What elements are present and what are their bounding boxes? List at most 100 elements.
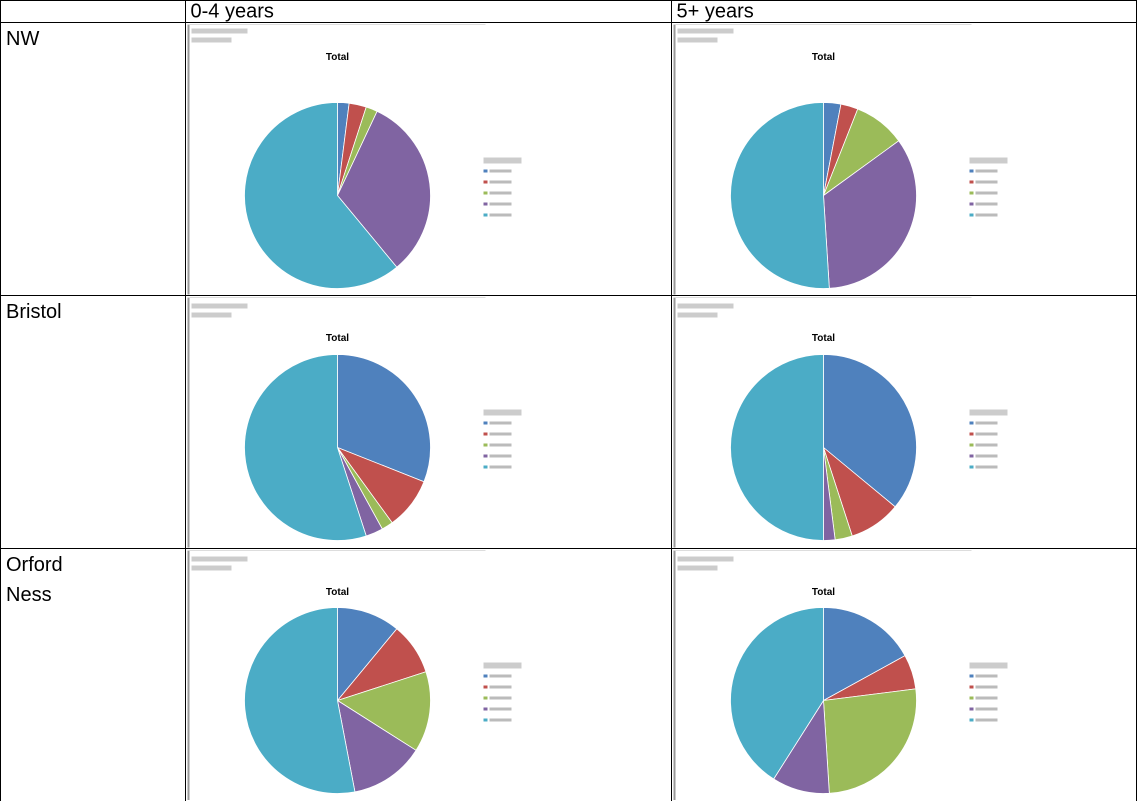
legend-header [483,662,522,669]
pie-title: Total [326,52,349,63]
legend-text [975,674,998,678]
filter-button [191,37,232,43]
filter-button [677,312,718,318]
pie-chart: Total [673,24,1008,295]
pie-slice [730,102,830,289]
pie-slice [336,671,431,751]
legend-header [483,157,522,164]
row-label: Bristol [6,301,62,323]
legend-text [489,191,512,195]
column-header: 0-4 years [191,0,274,22]
legend-text [975,202,998,206]
pie-title: Total [812,333,835,344]
legend-swatch [483,202,488,206]
legend-swatch [969,718,974,722]
legend-text [489,454,512,458]
legend-text [975,707,998,711]
legend-text [975,685,998,689]
legend-swatch [483,432,488,436]
filter-button [677,37,718,43]
legend-swatch [969,202,974,206]
legend-text [489,202,512,206]
pie-chart: Total [673,297,1008,548]
legend-swatch [969,707,974,711]
legend-text [489,213,512,217]
pie-slice [823,607,906,702]
row-label: Orford [6,554,63,576]
legend-text [975,432,998,436]
row-label: Ness [6,584,52,606]
legend-swatch [969,465,974,469]
legend-swatch [483,674,488,678]
pie-chart: Total [673,550,1008,800]
legend-header [483,409,522,416]
legend-text [975,718,998,722]
pie-slice [823,688,917,794]
legend-text [489,180,512,184]
pie-slice [730,354,824,541]
legend-swatch [969,685,974,689]
legend-text [489,696,512,700]
filter-button [191,556,248,562]
pie-slice [336,699,417,793]
legend-text [975,169,998,173]
legend-swatch [483,421,488,425]
legend-text [975,421,998,425]
legend-text [489,718,512,722]
legend-swatch [969,674,974,678]
filter-button [191,312,232,318]
legend-text [975,696,998,700]
legend-swatch [483,707,488,711]
filter-button [677,28,734,34]
legend-swatch [969,454,974,458]
pie-title: Total [326,333,349,344]
legend-text [489,707,512,711]
pie-slice [244,354,367,541]
legend-swatch [483,213,488,217]
legend-swatch [969,432,974,436]
legend-swatch [483,191,488,195]
legend-text [489,432,512,436]
pie-title: Total [812,587,835,598]
legend-swatch [483,696,488,700]
legend-text [975,213,998,217]
row-label: NW [6,28,39,50]
pie-chart: Total [187,550,522,800]
legend-text [975,454,998,458]
filter-button [677,556,734,562]
column-header: 5+ years [677,0,754,22]
legend-swatch [969,169,974,173]
filter-button [191,303,248,309]
pie-slice [337,354,431,483]
legend-swatch [483,685,488,689]
legend-swatch [969,421,974,425]
legend-swatch [969,696,974,700]
pie-title: Total [326,587,349,598]
legend-text [489,674,512,678]
legend-text [975,465,998,469]
pie-slice [823,140,917,289]
pie-chart: Total [187,24,522,295]
pie-slice [730,607,824,780]
legend-header [969,409,1008,416]
legend-swatch [483,454,488,458]
pie-chart: Total [187,297,522,548]
filter-button [677,565,718,571]
legend-text [975,180,998,184]
pie-title: Total [812,52,835,63]
legend-swatch [969,191,974,195]
legend-text [489,443,512,447]
legend-text [489,685,512,689]
legend-swatch [483,443,488,447]
legend-swatch [483,718,488,722]
legend-header [969,662,1008,669]
legend-text [975,191,998,195]
filter-button [191,28,248,34]
legend-text [489,169,512,173]
pie-slice [823,354,917,508]
filter-button [191,565,232,571]
legend-swatch [483,180,488,184]
legend-swatch [483,465,488,469]
legend-swatch [969,213,974,217]
